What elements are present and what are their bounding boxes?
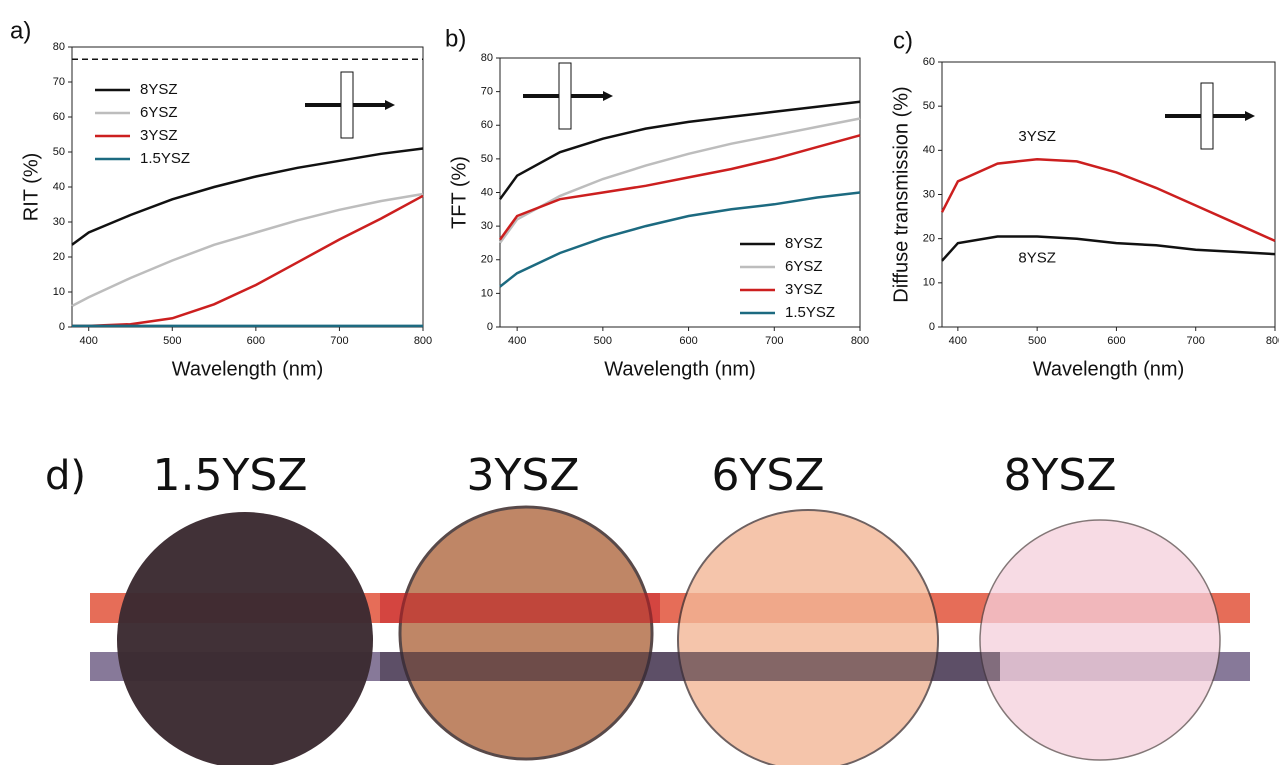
y-tick-label: 70	[53, 76, 65, 88]
sample-label: 8YSZ	[1004, 450, 1117, 501]
y-tick-label: 40	[481, 186, 493, 198]
photo-panel: d)	[45, 453, 1250, 765]
legend-label: 6YSZ	[140, 104, 178, 121]
y-axis-label: Diffuse transmission (%)	[890, 86, 912, 302]
series-line	[499, 191, 861, 288]
icon-sample	[340, 71, 354, 139]
y-tick-label: 60	[923, 56, 935, 68]
y-tick-label: 20	[53, 251, 65, 263]
legend-label: 1.5YSZ	[140, 150, 190, 167]
y-tick-label: 30	[481, 220, 493, 232]
panel-label: d)	[45, 453, 86, 499]
x-tick-label: 600	[247, 335, 265, 347]
y-tick-label: 40	[53, 181, 65, 193]
icon-arrow	[603, 91, 613, 101]
icon-sample	[1200, 82, 1214, 150]
y-axis-label: TFT (%)	[448, 156, 470, 229]
sample-label: 3YSZ	[467, 450, 580, 501]
x-tick-label: 600	[1107, 335, 1125, 347]
y-tick-label: 20	[481, 254, 493, 266]
sample-disk	[677, 509, 939, 765]
legend-label: 3YSZ	[785, 281, 823, 298]
y-tick-label: 60	[53, 111, 65, 123]
chart: c) 0 10 20 30 40 50 60 400 500 600 700 800 Wavelength…	[890, 27, 1279, 380]
series-line	[71, 192, 424, 308]
y-tick-label: 30	[53, 216, 65, 228]
x-tick-label: 700	[1187, 335, 1205, 347]
y-tick-label: 40	[923, 144, 935, 156]
x-tick-label: 800	[414, 335, 432, 347]
x-tick-label: 800	[851, 335, 869, 347]
y-tick-label: 60	[481, 119, 493, 131]
chart: a) 0 10 20 30 40 50 60 70 80 400 500 600 700 800 Wavele…	[10, 17, 432, 380]
chart: b) 0 10 20 30 40 50 60 70 80 400 500 600 700 800 Wavele…	[445, 25, 869, 380]
series-line	[498, 134, 861, 241]
panel-label: c)	[893, 27, 913, 54]
x-tick-label: 600	[679, 335, 697, 347]
y-tick-label: 80	[481, 52, 493, 64]
x-axis-label: Wavelength (nm)	[1033, 358, 1185, 380]
y-tick-label: 30	[923, 188, 935, 200]
series-line	[498, 117, 861, 244]
plot-frame	[941, 61, 1276, 328]
x-tick-label: 500	[1028, 335, 1046, 347]
y-axis-label: RIT (%)	[20, 153, 42, 222]
panel-label: a)	[10, 17, 31, 44]
y-tick-label: 80	[53, 41, 65, 53]
y-tick-label: 50	[53, 146, 65, 158]
y-tick-label: 10	[923, 277, 935, 289]
x-tick-label: 500	[594, 335, 612, 347]
y-tick-label: 50	[923, 100, 935, 112]
series-label: 3YSZ	[1018, 128, 1056, 145]
x-tick-label: 700	[765, 335, 783, 347]
series-line	[71, 147, 424, 246]
purple-rod-overlap	[380, 652, 1000, 681]
series-line	[940, 157, 1276, 243]
panel-label: b)	[445, 25, 466, 52]
sample-disk	[398, 505, 654, 761]
series-line	[498, 100, 861, 200]
series-label: 8YSZ	[1018, 249, 1056, 266]
icon-arrow	[385, 100, 395, 110]
x-tick-label: 400	[80, 335, 98, 347]
x-axis-label: Wavelength (nm)	[604, 358, 756, 380]
series-line	[941, 235, 1276, 262]
icon-sample	[558, 62, 572, 130]
legend-label: 6YSZ	[785, 258, 823, 275]
x-tick-label: 800	[1266, 335, 1279, 347]
legend-label: 8YSZ	[140, 81, 178, 98]
x-tick-label: 400	[949, 335, 967, 347]
y-tick-label: 0	[59, 321, 65, 333]
y-tick-label: 0	[487, 321, 493, 333]
sample-disk	[117, 512, 373, 765]
y-tick-label: 10	[481, 287, 493, 299]
legend-label: 8YSZ	[785, 235, 823, 252]
y-tick-label: 0	[929, 321, 935, 333]
legend-label: 1.5YSZ	[785, 304, 835, 321]
x-tick-label: 700	[330, 335, 348, 347]
y-tick-label: 10	[53, 286, 65, 298]
red-rod-overlap	[380, 593, 660, 623]
y-tick-label: 50	[481, 153, 493, 165]
x-axis-label: Wavelength (nm)	[172, 358, 324, 380]
y-tick-label: 70	[481, 86, 493, 98]
y-tick-label: 20	[923, 233, 935, 245]
icon-arrow	[1245, 111, 1255, 121]
sample-label: 6YSZ	[712, 450, 825, 501]
sample-disk	[979, 519, 1221, 761]
legend-label: 3YSZ	[140, 127, 178, 144]
x-tick-label: 500	[163, 335, 181, 347]
series-line	[72, 194, 424, 328]
x-tick-label: 400	[508, 335, 526, 347]
sample-label: 1.5YSZ	[153, 450, 308, 501]
